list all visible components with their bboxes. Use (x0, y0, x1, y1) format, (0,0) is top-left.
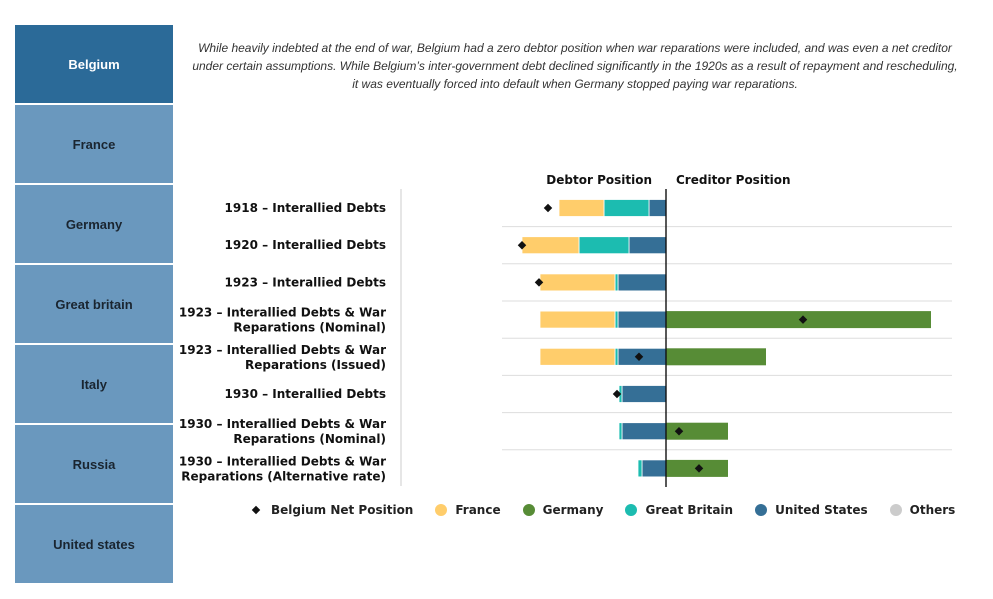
row-label-line: 1923 – Interallied Debts & War (179, 306, 386, 320)
bar-great-britain (578, 236, 630, 255)
country-tabs: Belgium France Germany Great britain Italy Ru… (15, 25, 173, 585)
bar-united-states (617, 310, 667, 329)
legend-label: Others (909, 503, 956, 517)
bar-france (539, 347, 616, 366)
legend-dot-icon (755, 504, 768, 516)
legend-label: Great Britain (645, 503, 734, 517)
chart-legend: Belgium Net Position France Germany Great B… (250, 503, 977, 517)
legend-diamond-icon (251, 505, 261, 515)
tab-italy[interactable]: Italy (15, 345, 173, 423)
bar-united-states (648, 199, 667, 217)
row-label-line: Reparations (Alternative rate) (181, 469, 386, 483)
bar-germany (666, 311, 931, 329)
row-label-line: Reparations (Nominal) (233, 321, 386, 335)
net-position-marker (798, 315, 808, 324)
row-label-line: 1923 – Interallied Debts (225, 275, 386, 289)
bar-france (558, 199, 605, 217)
legend-dot-icon (522, 504, 535, 516)
tab-france[interactable]: France (15, 105, 173, 183)
row-label-line: Reparations (Issued) (245, 358, 386, 372)
legend-item-france[interactable]: France (435, 503, 501, 517)
row-label-line: 1930 – Interallied Debts (225, 387, 386, 401)
row-label-line: 1930 – Interallied Debts & War (179, 417, 386, 431)
legend-item-great-britain[interactable]: Great Britain (625, 503, 733, 517)
bar-united-states (628, 236, 667, 255)
bar-germany (666, 422, 728, 440)
legend-label: France (455, 503, 501, 517)
bar-france (539, 273, 616, 292)
row-label-line: 1923 – Interallied Debts & War (179, 343, 386, 357)
bar-great-britain (614, 347, 619, 366)
bar-great-britain (614, 273, 619, 292)
debtor-header: Debtor Position (546, 173, 652, 187)
row-label: 1920 – Interallied Debts (225, 238, 386, 252)
net-position-marker (612, 389, 622, 399)
row-label: 1930 – Interallied Debts & War Reparation… (179, 454, 386, 483)
row-label: 1918 – Interallied Debts (225, 201, 386, 215)
legend-item-others[interactable]: Others (889, 503, 956, 517)
legend-label: Germany (542, 503, 604, 517)
tab-great-britain[interactable]: Great britain (15, 265, 173, 343)
creditor-header: Creditor Position (676, 173, 791, 187)
row-label-line: 1930 – Interallied Debts & War (179, 454, 386, 468)
bar-united-states (621, 422, 667, 441)
net-position-marker (534, 278, 544, 287)
bar-united-states (641, 459, 667, 478)
tab-united-states[interactable]: United states (15, 505, 173, 583)
net-position-marker (634, 352, 644, 362)
legend-label: United States (775, 503, 868, 517)
row-label: 1923 – Interallied Debts & War Reparation… (179, 343, 386, 372)
chart-description: While heavily indebted at the end of war… (192, 41, 958, 91)
bar-united-states (621, 385, 667, 403)
bar-france (521, 236, 580, 255)
tab-russia[interactable]: Russia (15, 425, 173, 503)
net-position-marker (694, 464, 704, 473)
legend-item-united-states[interactable]: United States (755, 503, 868, 517)
net-position-marker (543, 203, 553, 213)
tab-germany[interactable]: Germany (15, 185, 173, 263)
legend-dot-icon (625, 504, 638, 516)
row-label-line: 1920 – Interallied Debts (225, 238, 386, 252)
legend-label: Belgium Net Position (271, 503, 414, 517)
bar-united-states (617, 273, 667, 292)
tab-belgium[interactable]: Belgium (15, 25, 173, 103)
bar-germany (666, 348, 766, 366)
row-label-line: 1918 – Interallied Debts (225, 201, 386, 215)
legend-dot-icon (889, 504, 902, 516)
bar-france (539, 310, 616, 329)
row-label: 1923 – Interallied Debts (225, 275, 386, 289)
legend-item-germany[interactable]: Germany (522, 503, 604, 517)
row-label: 1923 – Interallied Debts & War Reparation… (179, 306, 386, 335)
net-position-marker (674, 426, 684, 436)
row-label-line: Reparations (Nominal) (233, 432, 386, 446)
legend-item-belgium-net-position[interactable]: Belgium Net Position (250, 503, 413, 517)
row-label: 1930 – Interallied Debts (225, 387, 386, 401)
bar-great-britain (603, 199, 650, 217)
bar-great-britain (637, 459, 643, 478)
legend-dot-icon (435, 504, 448, 516)
row-label: 1930 – Interallied Debts & War Reparation… (179, 417, 386, 446)
bar-great-britain (614, 310, 619, 329)
bar-great-britain (618, 422, 623, 441)
